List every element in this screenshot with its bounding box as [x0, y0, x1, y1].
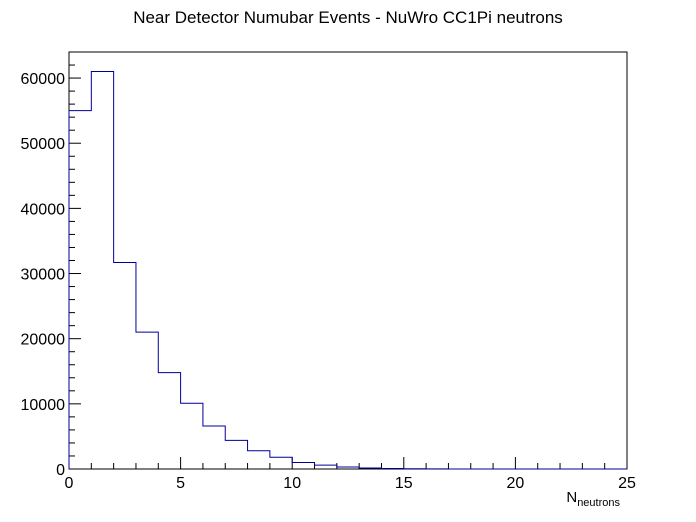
plot-area [68, 51, 628, 470]
x-tick-label: 15 [395, 475, 413, 492]
histogram-series-line [68, 71, 627, 470]
x-tick-label: 0 [65, 475, 74, 492]
y-axis: 0 10000 20000 30000 40000 50000 60000 [21, 51, 81, 479]
y-tick-label: 50000 [21, 136, 66, 153]
x-axis: 0 5 10 15 20 25 [65, 457, 636, 492]
y-tick-label: 40000 [21, 201, 66, 218]
plot-frame [68, 51, 628, 470]
x-tick-label: 5 [176, 475, 185, 492]
y-tick-label: 10000 [21, 397, 66, 414]
y-tick-label: 60000 [21, 71, 66, 88]
y-tick-label: 20000 [21, 332, 66, 349]
x-tick-label: 25 [618, 475, 636, 492]
x-axis-label: Nneutrons [566, 489, 620, 509]
x-tick-label: 20 [507, 475, 525, 492]
y-tick-label: 30000 [21, 267, 66, 284]
chart-title: Near Detector Numubar Events - NuWro CC1… [133, 8, 563, 27]
x-tick-label: 10 [283, 475, 301, 492]
y-tick-label: 0 [56, 462, 65, 479]
